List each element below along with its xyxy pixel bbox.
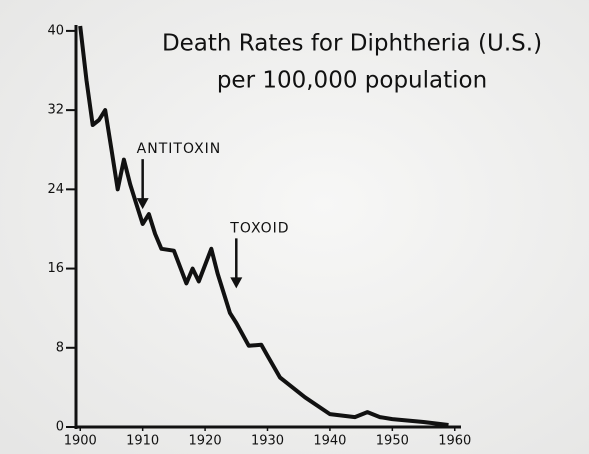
y-tick-label: 8 [56, 340, 64, 355]
x-tick-label: 1960 [438, 434, 471, 449]
x-tick-label: 1910 [126, 434, 159, 449]
y-tick-label: 40 [47, 23, 64, 38]
chart-title: Death Rates for Diphtheria (U.S.) [162, 31, 542, 57]
y-tick-label: 24 [47, 182, 64, 197]
y-tick-label: 16 [47, 261, 64, 276]
x-tick-label: 1950 [376, 434, 409, 449]
annotation-arrowhead [230, 277, 243, 289]
x-tick-label: 1930 [251, 434, 284, 449]
annotation-label: ANTITOXIN [137, 141, 222, 157]
x-tick-label: 1920 [189, 434, 222, 449]
annotation-label: TOXOID [229, 220, 289, 236]
y-tick-label: 32 [47, 103, 64, 118]
data-line [78, 25, 449, 427]
y-tick-label: 0 [56, 420, 64, 435]
x-tick-label: 1900 [64, 434, 97, 449]
x-tick-label: 1940 [313, 434, 346, 449]
chart-subtitle: per 100,000 population [217, 68, 487, 94]
annotation-arrowhead [136, 198, 149, 210]
